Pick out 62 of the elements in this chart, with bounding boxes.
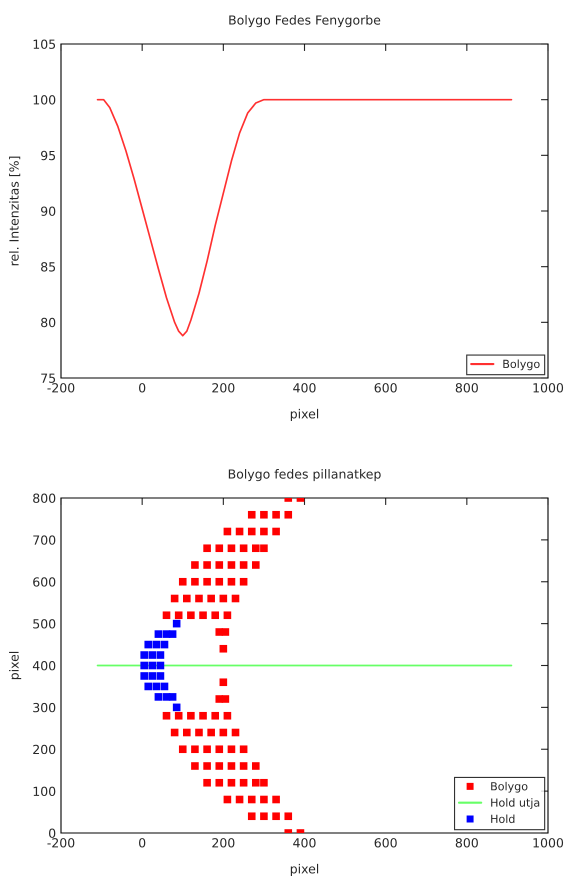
point [160, 682, 168, 690]
legend-label: Hold utja [491, 798, 540, 809]
x-axis-title: pixel [290, 864, 318, 876]
x-tick-label: -200 [47, 383, 74, 393]
point [148, 651, 156, 659]
point [172, 620, 180, 628]
y-tick-label: 0 [49, 828, 56, 838]
x-tick-label: 400 [293, 383, 316, 393]
point [156, 651, 164, 659]
x-tick-label: -200 [47, 838, 74, 848]
point [140, 651, 148, 659]
y-tick-label: 80 [41, 318, 56, 328]
point [148, 662, 156, 670]
x-tick-label: 1000 [533, 383, 564, 393]
y-tick-label: 700 [33, 535, 56, 545]
x-tick-label: 0 [139, 838, 146, 848]
point [154, 630, 162, 638]
x-tick-label: 200 [212, 383, 234, 393]
x-tick-label: 200 [212, 838, 234, 848]
y-tick-label: 200 [33, 744, 56, 754]
point [172, 704, 180, 712]
point [160, 640, 168, 648]
legend-label: Bolygo [503, 359, 540, 370]
y-tick-label: 90 [41, 206, 56, 216]
point [144, 682, 152, 690]
point [152, 640, 160, 648]
x-tick-label: 600 [374, 383, 397, 393]
x-axis-title: pixel [290, 408, 318, 421]
point [168, 693, 176, 701]
y-tick-label: 600 [33, 577, 56, 587]
point [140, 672, 148, 680]
point [148, 672, 156, 680]
point [156, 672, 164, 680]
x-tick-label: 800 [456, 383, 478, 393]
x-tick-label: 600 [374, 838, 397, 848]
y-tick-label: 100 [34, 95, 56, 105]
y-axis-title: rel. Intenzitas [%] [9, 156, 20, 266]
x-tick-label: 400 [293, 838, 316, 848]
legend-label: Hold [491, 814, 514, 824]
y-tick-label: 95 [41, 150, 56, 160]
point [156, 662, 164, 670]
y-tick-label: 800 [33, 493, 56, 503]
x-tick-label: 800 [456, 838, 478, 848]
legend-label: Bolygo [491, 782, 528, 793]
point [140, 662, 148, 670]
y-tick-label: 105 [34, 39, 56, 49]
point [168, 630, 176, 638]
y-tick-label: 400 [32, 660, 56, 670]
y-tick-label: 100 [34, 786, 56, 796]
y-tick-label: 75 [41, 374, 56, 383]
line-series [96, 98, 512, 337]
y-tick-label: 85 [41, 262, 56, 272]
x-tick-label: 0 [139, 383, 146, 393]
point [144, 640, 152, 648]
chart-title: Bolygo fedes pillanatkep [228, 469, 381, 482]
y-axis-title: pixel [9, 652, 22, 680]
point [152, 682, 160, 690]
y-tick-label: 300 [33, 702, 56, 712]
chart-title: Bolygo Fedes Fenygorbe [229, 15, 380, 28]
y-tick-label: 500 [33, 619, 56, 629]
point [154, 693, 162, 701]
x-tick-label: 1000 [533, 838, 564, 848]
